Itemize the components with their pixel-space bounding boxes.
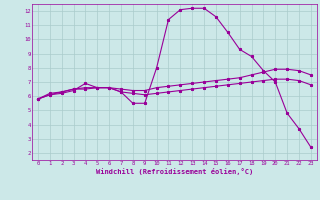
X-axis label: Windchill (Refroidissement éolien,°C): Windchill (Refroidissement éolien,°C) bbox=[96, 168, 253, 175]
